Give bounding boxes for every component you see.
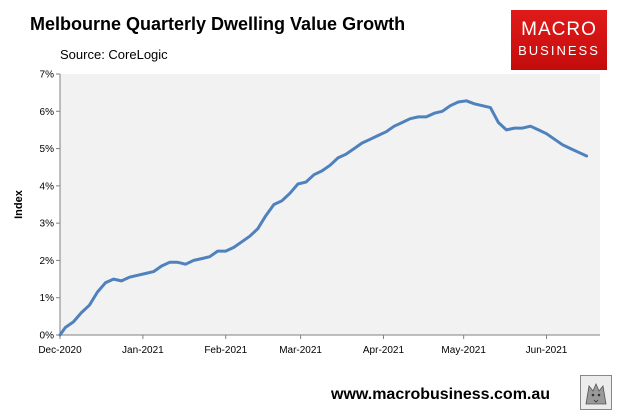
x-tick-label: May-2021 — [441, 345, 486, 356]
series-line — [58, 99, 589, 337]
macrobusiness-logo: MACRO BUSINESS — [511, 10, 607, 70]
footer-url: www.macrobusiness.com.au — [331, 386, 551, 403]
y-tick-label: 3% — [40, 219, 55, 230]
x-tick-label: Apr-2021 — [363, 345, 405, 356]
y-tick-label: 6% — [40, 107, 55, 118]
wolf-icon — [585, 382, 607, 405]
logo-line-2: BUSINESS — [518, 43, 600, 58]
chart-title: Melbourne Quarterly Dwelling Value Growt… — [30, 14, 406, 34]
x-tick-label: Jun-2021 — [526, 345, 568, 356]
y-tick-label: 2% — [40, 256, 55, 267]
plot-area — [60, 74, 600, 335]
chart-source: Source: CoreLogic — [60, 47, 168, 62]
logo-line-1: MACRO — [521, 19, 597, 40]
y-tick-label: 1% — [40, 293, 55, 304]
x-tick-label: Dec-2020 — [38, 345, 82, 356]
y-tick-label: 0% — [40, 331, 55, 342]
wolf-logo-image — [580, 375, 612, 410]
x-tick-label: Jan-2021 — [122, 345, 164, 356]
y-tick-label: 4% — [40, 181, 55, 192]
x-tick-label: Feb-2021 — [204, 345, 247, 356]
y-tick-label: 5% — [40, 144, 55, 155]
y-tick-label: 7% — [40, 70, 55, 81]
y-axis-label: Index — [13, 189, 25, 219]
x-tick-label: Mar-2021 — [279, 345, 322, 356]
